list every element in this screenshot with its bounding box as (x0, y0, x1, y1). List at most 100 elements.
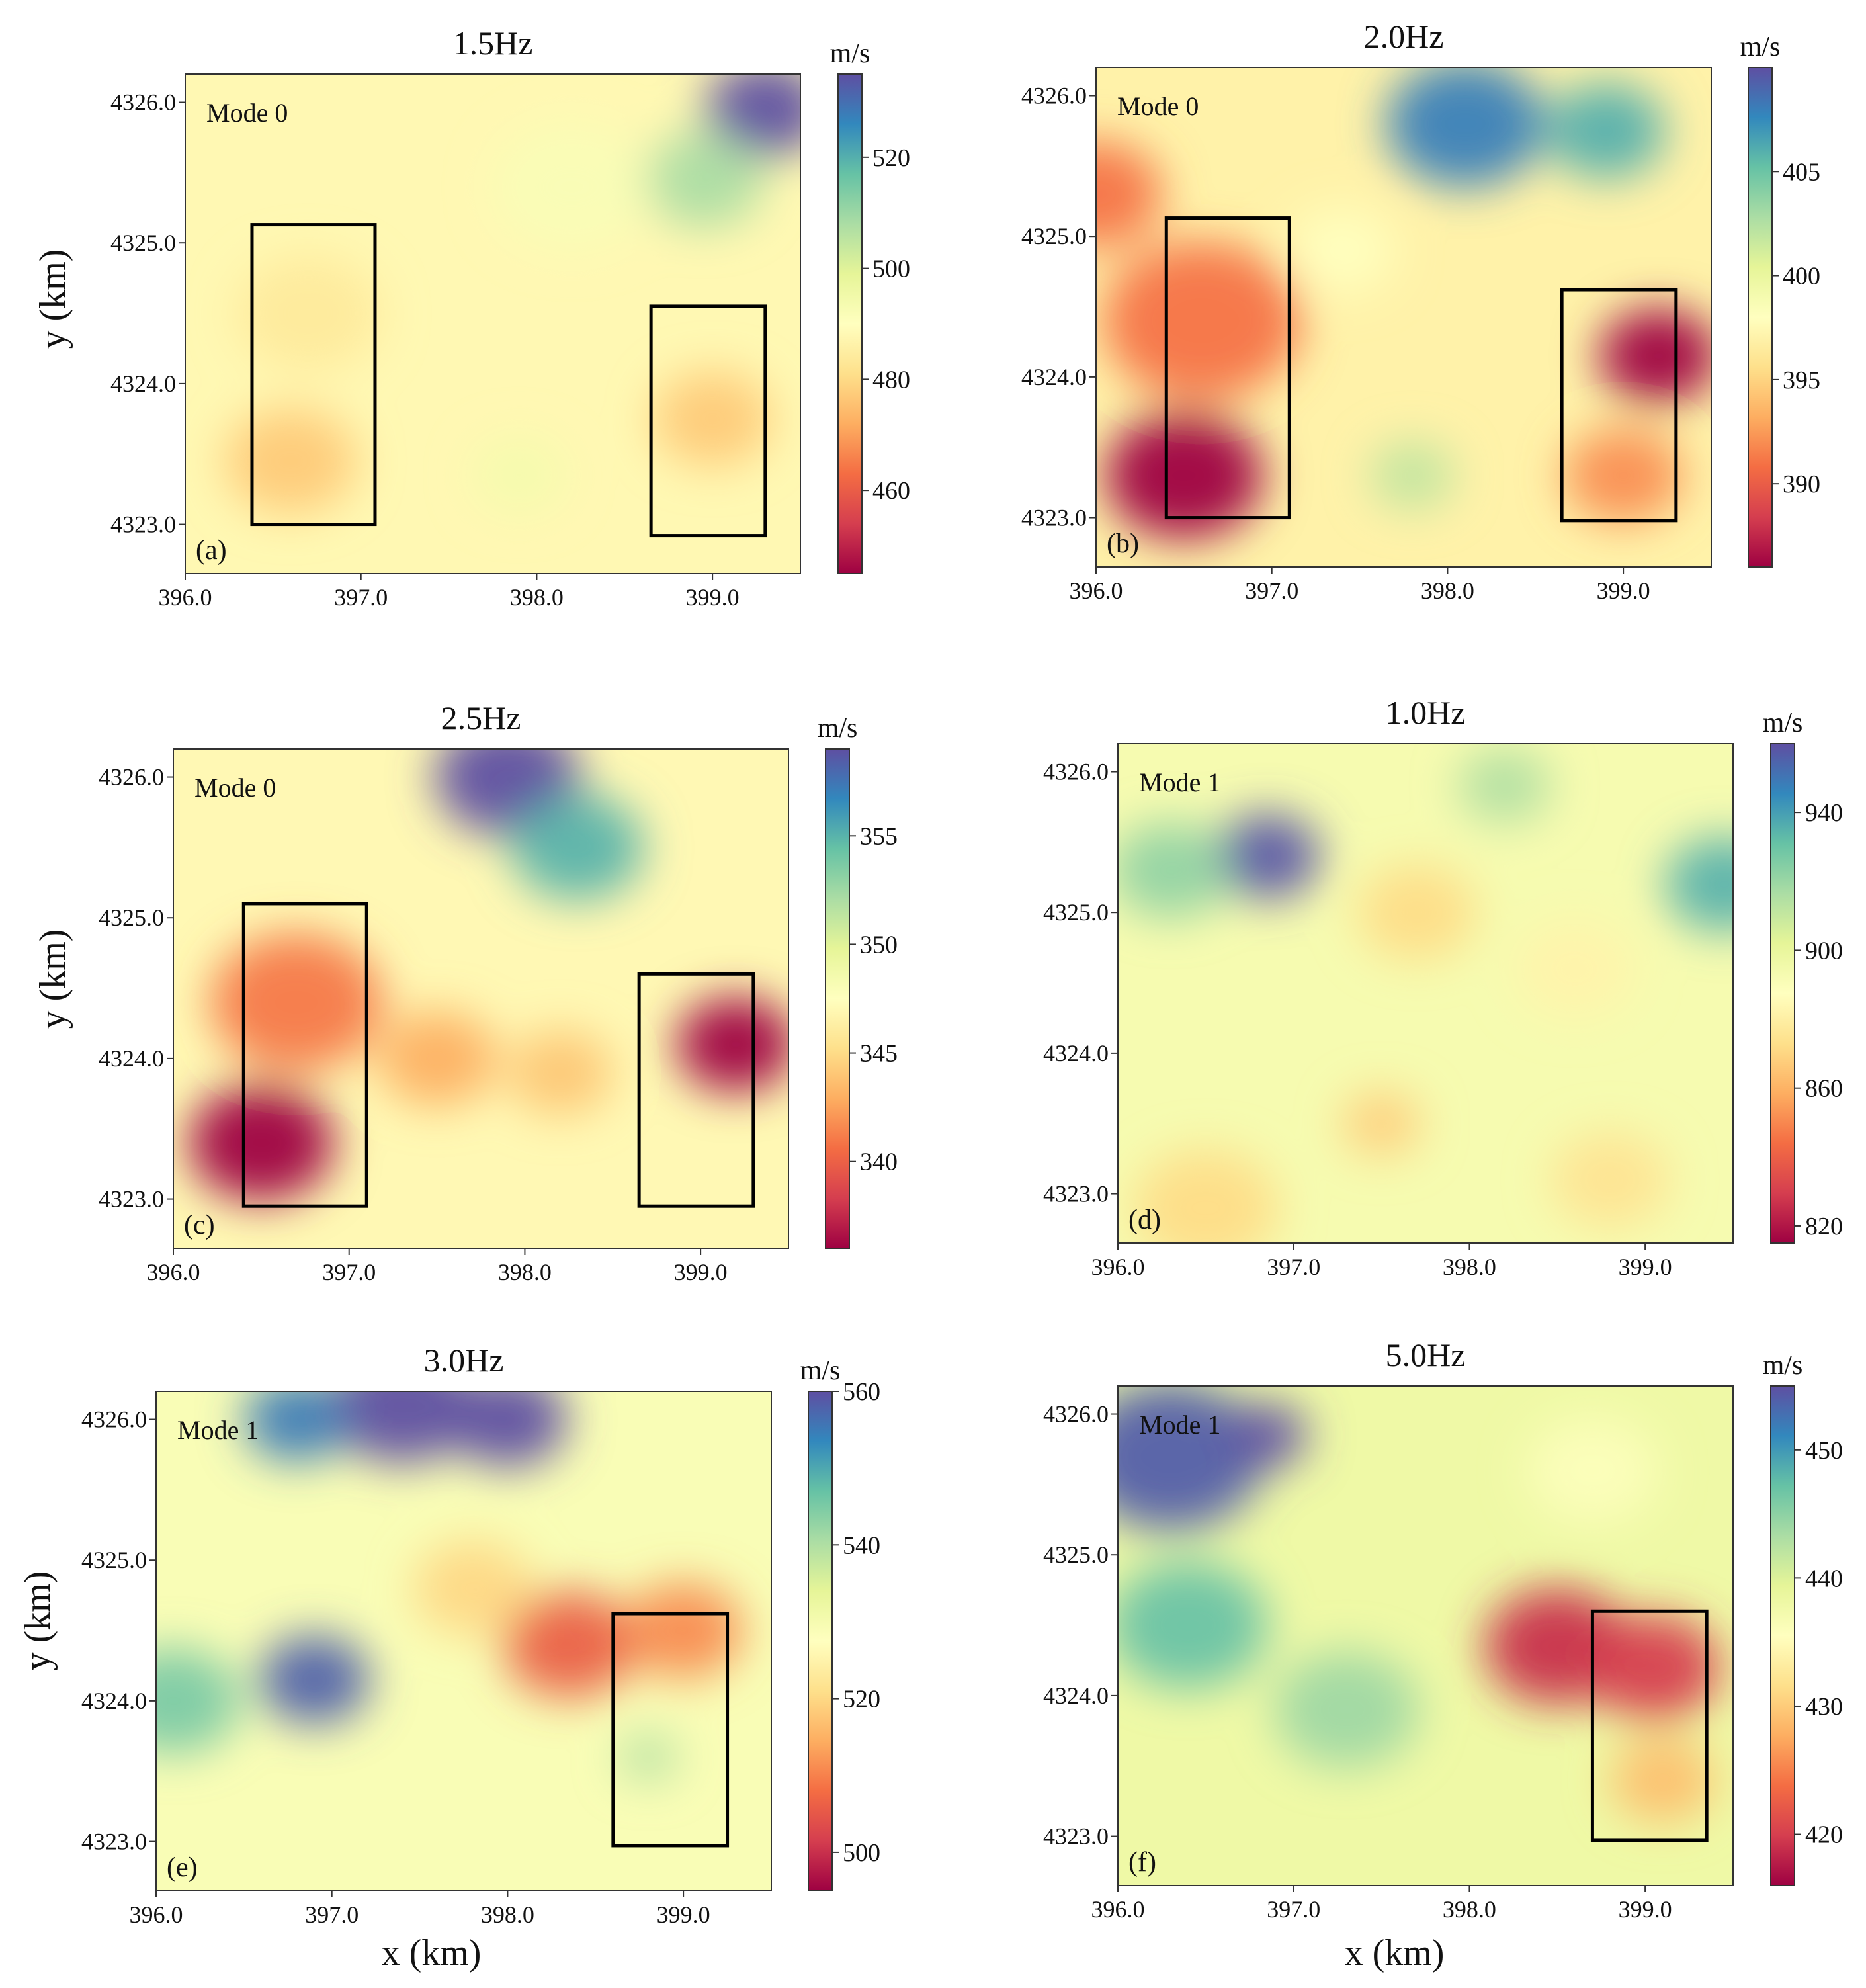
study-area-box (637, 972, 755, 1208)
velocity-anomaly (511, 795, 644, 900)
x-tick-label: 397.0 (1267, 1254, 1320, 1280)
heatmap-panel: 396.0 397.0 398.0 399.0 4323.0 4324.0 4325.0 43… (1021, 18, 1820, 604)
colorbar-tick-label: 860 (1805, 1075, 1843, 1103)
velocity-field (173, 749, 788, 1248)
colorbar (1748, 67, 1773, 568)
x-tick-label: 399.0 (674, 1259, 728, 1285)
y-tick-label: 4323.0 (1043, 1823, 1109, 1850)
velocity-anomaly (503, 1592, 636, 1698)
panel-title: 1.0Hz (1386, 694, 1466, 731)
colorbar-tick-label: 405 (1783, 158, 1820, 186)
colorbar (808, 1391, 833, 1891)
panel-letter: (f) (1128, 1847, 1156, 1878)
colorbar-tick-label: 345 (860, 1040, 898, 1068)
y-tick-label: 4326.0 (1043, 1401, 1109, 1428)
y-tick-label: 4323.0 (110, 511, 176, 538)
velocity-anomaly (1610, 1737, 1716, 1823)
y-axis-label-row3: y (km) (17, 1571, 58, 1671)
velocity-anomaly (235, 255, 381, 372)
colorbar-tick-label: 350 (860, 931, 898, 959)
study-area-box (250, 223, 377, 527)
colorbar-tick-label: 500 (872, 255, 910, 283)
plot-frame (1095, 67, 1712, 568)
plot-frame (173, 748, 789, 1249)
velocity-anomaly (448, 1391, 568, 1467)
velocity-anomaly (243, 1391, 350, 1462)
x-tick-label: 398.0 (481, 1901, 534, 1928)
x-tick-label: 399.0 (1619, 1254, 1672, 1280)
velocity-field (1096, 67, 1711, 567)
y-tick-label: 4325.0 (81, 1547, 147, 1573)
study-area-box (241, 902, 368, 1208)
x-tick-label: 397.0 (322, 1259, 376, 1285)
colorbar-tick-label: 900 (1805, 937, 1843, 965)
y-tick-label: 4325.0 (110, 230, 176, 256)
colorbar-tick-label: 460 (872, 477, 910, 505)
x-axis-label-right: x (km) (1345, 1932, 1445, 1973)
x-tick-label: 399.0 (1619, 1896, 1672, 1923)
velocity-anomaly (1341, 1092, 1421, 1156)
study-area-box (1560, 288, 1678, 523)
velocity-anomaly (1133, 1150, 1279, 1243)
mode-label: Mode 0 (206, 98, 288, 128)
colorbar (1770, 743, 1795, 1244)
velocity-anomaly (1214, 814, 1320, 898)
y-tick-label: 4326.0 (99, 764, 164, 791)
velocity-anomaly (1665, 836, 1733, 932)
y-tick-label: 4323.0 (1021, 505, 1087, 531)
study-area-box (1590, 1609, 1709, 1842)
plot-frame (1117, 743, 1734, 1244)
colorbar (1770, 1385, 1795, 1886)
colorbar-tick-label: 500 (843, 1839, 880, 1867)
x-tick-label: 396.0 (1070, 578, 1123, 604)
y-tick-label: 4323.0 (81, 1829, 147, 1855)
plot-frame (185, 73, 801, 574)
velocity-anomaly (1289, 208, 1395, 293)
panel-letter: (d) (1128, 1205, 1161, 1235)
y-tick-label: 4323.0 (1043, 1181, 1109, 1207)
velocity-anomaly (1599, 308, 1711, 404)
plot-frame (1117, 1385, 1734, 1886)
y-tick-label: 4323.0 (99, 1186, 164, 1213)
heatmap-panel: 396.0 397.0 398.0 399.0 4323.0 4324.0 4325.0 43… (99, 699, 898, 1285)
mode-label: Mode 0 (1117, 91, 1199, 121)
y-tick-label: 4326.0 (1021, 83, 1087, 109)
velocity-anomaly (676, 996, 788, 1092)
y-tick-label: 4324.0 (1043, 1040, 1109, 1066)
x-tick-label: 398.0 (498, 1259, 552, 1285)
velocity-anomaly (210, 933, 382, 1071)
y-tick-label: 4324.0 (99, 1045, 164, 1072)
velocity-anomaly (1588, 1614, 1720, 1721)
heatmap-panel: 396.0 397.0 398.0 399.0 4323.0 4324.0 4325.0 43… (81, 1342, 880, 1928)
colorbar-unit-label: m/s (1763, 1350, 1803, 1381)
x-tick-label: 398.0 (1421, 578, 1474, 604)
velocity-anomaly (1118, 822, 1230, 918)
colorbar-tick-label: 420 (1805, 1821, 1843, 1849)
velocity-anomaly (1564, 427, 1683, 523)
colorbar (825, 748, 850, 1249)
velocity-anomaly (1357, 865, 1476, 960)
velocity-anomaly (624, 1582, 743, 1678)
x-tick-label: 399.0 (657, 1901, 710, 1928)
x-tick-label: 397.0 (334, 584, 388, 611)
x-tick-label: 396.0 (147, 1259, 200, 1285)
y-tick-label: 4325.0 (1043, 899, 1109, 926)
x-tick-label: 399.0 (686, 584, 740, 611)
mode-label: Mode 0 (194, 773, 276, 802)
velocity-anomaly (1118, 1561, 1267, 1689)
study-area-box (611, 1612, 730, 1848)
colorbar-tick-label: 940 (1805, 799, 1843, 827)
panel-letter: (a) (196, 535, 227, 566)
velocity-anomaly (1458, 748, 1551, 823)
velocity-anomaly (189, 1084, 334, 1201)
x-tick-label: 397.0 (1267, 1896, 1320, 1923)
velocity-field (156, 1391, 771, 1891)
x-tick-label: 397.0 (305, 1901, 359, 1928)
velocity-anomaly (329, 1391, 475, 1463)
x-tick-label: 398.0 (1443, 1896, 1496, 1923)
velocity-anomaly (1515, 921, 1634, 1017)
velocity-anomaly (473, 438, 566, 512)
mode-label: Mode 1 (1139, 1410, 1220, 1440)
colorbar-unit-label: m/s (800, 1356, 841, 1386)
x-tick-label: 398.0 (1443, 1254, 1496, 1280)
